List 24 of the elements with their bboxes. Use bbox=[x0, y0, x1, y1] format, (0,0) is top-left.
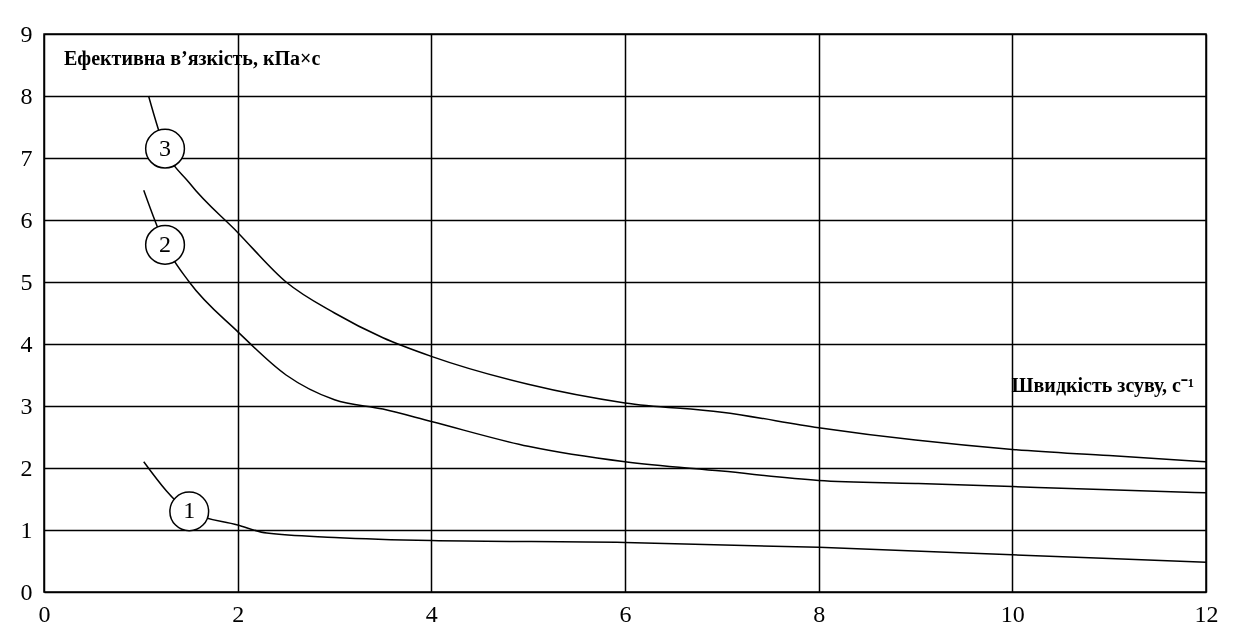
x-tick-label: 0 bbox=[38, 600, 51, 627]
point bbox=[144, 128, 186, 169]
y-tick-label: 3 bbox=[20, 392, 33, 419]
x-tick-label: 6 bbox=[619, 600, 632, 627]
x-tick-label: 10 bbox=[1000, 600, 1025, 627]
x-tick-label: 12 bbox=[1194, 600, 1219, 627]
series-label: 1 bbox=[183, 497, 196, 524]
x-tick-label: 8 bbox=[813, 600, 826, 627]
y-tick-label: 4 bbox=[20, 330, 33, 357]
y-tick-label: 9 bbox=[20, 20, 33, 47]
point bbox=[144, 224, 186, 265]
y-tick-label: 6 bbox=[20, 206, 33, 233]
y-tick-label: 2 bbox=[20, 454, 33, 481]
x-tick-label: 2 bbox=[232, 600, 245, 627]
y-tick-label: 8 bbox=[20, 82, 33, 109]
y-tick-label: 5 bbox=[20, 268, 33, 295]
x-axis-title: Швидкість зсуву, с⁻¹ bbox=[1011, 374, 1194, 397]
series-label: 2 bbox=[159, 230, 172, 257]
y-tick-label: 0 bbox=[20, 578, 33, 605]
y-tick-label: 7 bbox=[20, 144, 33, 171]
y-tick-label: 1 bbox=[20, 516, 33, 543]
x-tick-label: 4 bbox=[425, 600, 438, 627]
point bbox=[169, 491, 210, 532]
series-label: 3 bbox=[159, 134, 172, 161]
